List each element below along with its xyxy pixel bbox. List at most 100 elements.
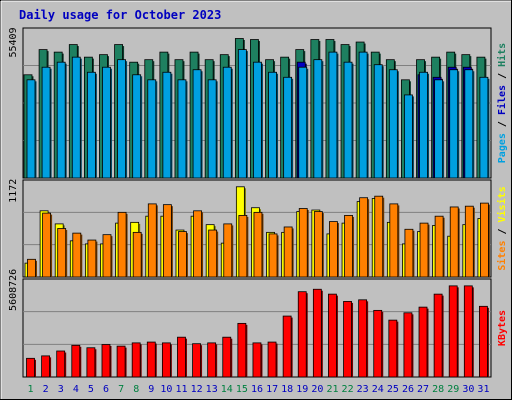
bar-pages-day-2	[41, 66, 51, 179]
y-max-label: 55409	[8, 27, 19, 57]
panel-hits-files-pages: 55409 Pages / Files / Hits	[8, 27, 508, 179]
bar-kbytes-day-11	[177, 336, 186, 378]
bar-kbytes-day-5	[86, 347, 96, 378]
bar-sites-day-14	[223, 223, 233, 278]
x-tick-label: 25	[387, 384, 399, 395]
bar-pages-day-17	[268, 71, 277, 179]
legend-label: KBytes	[497, 310, 508, 346]
bar-sites-day-13	[208, 229, 218, 278]
x-tick-label: 7	[118, 384, 124, 395]
bar-kbytes-day-21	[328, 293, 337, 378]
bar-kbytes-day-10	[161, 342, 171, 378]
bar-pages-day-12	[192, 69, 202, 179]
bar-sites-day-18	[283, 226, 293, 278]
bar-pages-day-20	[313, 59, 323, 179]
bar-pages-day-28	[434, 79, 444, 179]
bar-kbytes-day-29	[448, 285, 458, 378]
x-tick-label: 30	[462, 384, 474, 395]
bar-sites-day-28	[434, 215, 444, 278]
legend-entry: Files	[496, 85, 508, 115]
bar-kbytes-day-17	[267, 341, 277, 378]
legend-entry: Hits	[496, 43, 508, 67]
bar-sites-day-9	[147, 203, 157, 278]
legend-entry: /	[497, 67, 508, 85]
bar-pages-day-27	[419, 71, 428, 179]
bar-kbytes-day-28	[433, 293, 443, 378]
bar-kbytes-day-22	[343, 301, 352, 378]
legend-label: Pages / Files / Hits	[496, 43, 508, 163]
bar-pages-day-21	[328, 51, 338, 179]
x-tick-label: 2	[43, 384, 49, 395]
x-tick-label: 13	[206, 384, 218, 395]
bar-pages-day-16	[253, 61, 262, 179]
x-tick-label: 11	[175, 384, 187, 395]
x-tick-label: 15	[236, 384, 248, 395]
bar-pages-day-11	[177, 79, 187, 179]
x-tick-label: 29	[447, 384, 459, 395]
bar-sites-day-11	[178, 231, 187, 278]
bar-sites-day-6	[102, 234, 112, 278]
bar-pages-day-26	[404, 94, 413, 179]
bar-sites-day-5	[87, 239, 97, 278]
x-axis-labels: 1 2 3 4 5 6 7 8 9 10 11 12 13 14 15 16 17 18 19 20 21 22 23 24 2…	[28, 384, 490, 395]
bar-sites-day-24	[374, 195, 384, 278]
x-tick-label: 22	[342, 384, 354, 395]
bar-kbytes-day-18	[282, 315, 292, 378]
x-tick-label: 16	[251, 384, 263, 395]
bar-pages-day-8	[132, 74, 142, 179]
x-tick-label: 10	[160, 384, 172, 395]
bar-kbytes-day-20	[312, 288, 322, 378]
bar-pages-day-13	[207, 79, 217, 179]
bar-kbytes-day-31	[479, 305, 488, 378]
bar-pages-day-24	[373, 64, 383, 179]
bar-pages-day-18	[283, 76, 293, 179]
x-tick-label: 27	[417, 384, 429, 395]
bar-sites-day-1	[27, 258, 36, 278]
x-tick-label: 18	[281, 384, 293, 395]
x-tick-label: 19	[296, 384, 308, 395]
bar-sites-day-12	[193, 210, 202, 278]
x-tick-label: 31	[477, 384, 489, 395]
bar-pages-day-25	[388, 69, 398, 179]
bar-kbytes-day-23	[358, 299, 368, 378]
bar-kbytes-day-1	[26, 357, 35, 378]
x-tick-label: 1	[28, 384, 34, 395]
x-tick-label: 5	[88, 384, 94, 395]
legend-entry: KBytes	[497, 310, 508, 346]
bar-sites-day-10	[162, 204, 172, 278]
bar-sites-day-19	[298, 208, 308, 278]
x-tick-label: 4	[73, 384, 79, 395]
bar-pages-day-1	[26, 79, 36, 179]
bar-kbytes-day-16	[252, 342, 262, 378]
bar-sites-day-8	[132, 231, 142, 278]
bar-pages-day-29	[449, 69, 459, 179]
bar-kbytes-day-15	[237, 322, 247, 378]
bar-kbytes-day-25	[388, 319, 398, 378]
bar-sites-day-31	[480, 202, 489, 278]
x-tick-label: 24	[372, 384, 384, 395]
x-tick-label: 8	[133, 384, 139, 395]
x-tick-label: 12	[191, 384, 203, 395]
bar-kbytes-day-26	[403, 312, 413, 378]
x-tick-label: 21	[326, 384, 338, 395]
bar-pages-day-5	[86, 71, 96, 179]
bar-pages-day-14	[222, 66, 232, 179]
x-tick-label: 17	[266, 384, 278, 395]
x-tick-label: 14	[221, 384, 233, 395]
bar-kbytes-day-30	[463, 285, 473, 378]
chart-title: Daily usage for October 2023	[19, 8, 221, 22]
bar-sites-day-29	[449, 206, 459, 278]
bar-pages-day-4	[71, 56, 81, 179]
legend-entry: Pages	[497, 133, 508, 163]
legend-entry: /	[497, 115, 508, 133]
bar-pages-day-3	[56, 61, 66, 179]
x-tick-label: 6	[103, 384, 109, 395]
panel-kbytes: 5608726 KBytes	[8, 269, 508, 378]
bar-sites-day-21	[329, 221, 338, 278]
chart-panels: 55409 Pages / Files / Hits 1172 Sites / Vis…	[8, 27, 508, 378]
bar-kbytes-day-13	[207, 342, 217, 378]
bar-pages-day-7	[117, 59, 126, 179]
bar-kbytes-day-3	[56, 350, 66, 378]
panel-visits-sites: 1172 Sites / Visits	[8, 179, 508, 278]
